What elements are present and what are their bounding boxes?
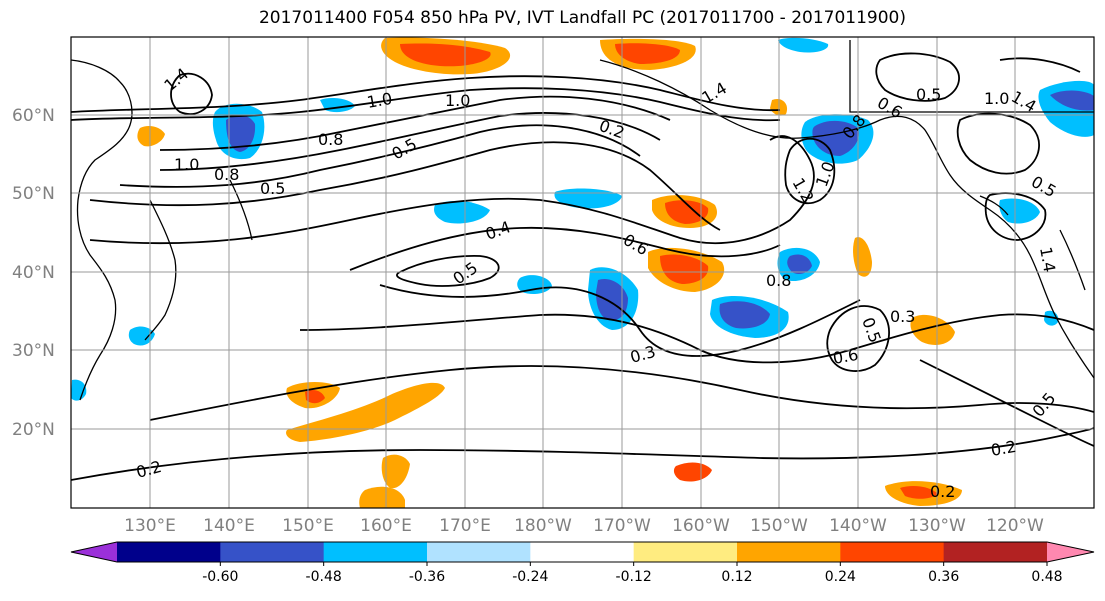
lon-label: 140°W: [829, 516, 887, 536]
colorbar-tick-label: -0.36: [409, 569, 445, 585]
lon-label: 170°E: [439, 516, 491, 536]
lon-label: 180°W: [514, 516, 572, 536]
colorbar-tick-label: 0.12: [721, 569, 752, 585]
lat-label: 50°N: [12, 184, 55, 204]
contour-label: 0.6: [831, 345, 859, 368]
contour-label: 0.5: [260, 179, 285, 198]
colorbar-tick-label: 0.36: [928, 569, 959, 585]
latitude-axis: 60°N 50°N 40°N 30°N 20°N: [12, 106, 55, 440]
lon-label: 150°E: [282, 516, 334, 536]
shaded-anomaly-regions: [71, 37, 1094, 508]
colorbar-segment: [840, 542, 945, 562]
lon-label: 170°W: [593, 516, 651, 536]
lon-label: 120°W: [986, 516, 1044, 536]
colorbar-extend-low: [71, 542, 117, 562]
coastlines: [71, 40, 1094, 401]
pv-contours: [71, 52, 1094, 481]
lat-label: 30°N: [12, 341, 55, 361]
figure-title: 2017011400 F054 850 hPa PV, IVT Landfall…: [258, 8, 906, 28]
lon-label: 150°W: [750, 516, 808, 536]
contour-label: 0.8: [214, 165, 239, 184]
colorbar-tick-label: -0.60: [202, 569, 238, 585]
colorbar: -0.60 -0.48 -0.36 -0.24 -0.12 0.12 0.24 0.36 0.4…: [70, 541, 1095, 585]
colorbar-outline: [70, 541, 1095, 563]
colorbar-tick-label: -0.12: [616, 569, 652, 585]
lat-label: 40°N: [12, 263, 55, 283]
lat-label: 20°N: [12, 420, 55, 440]
map-border: [70, 36, 1095, 509]
colorbar-tick-label: 0.24: [825, 569, 856, 585]
contour-label: 0.5: [916, 85, 941, 104]
colorbar-tick-label: -0.24: [512, 569, 548, 585]
longitude-axis: 130°E 140°E 150°E 160°E 170°E 180°W 170°…: [124, 516, 1044, 536]
contour-label: 0.3: [890, 307, 915, 326]
contour-label: 1.0: [984, 89, 1009, 108]
colorbar-segment: [220, 542, 325, 562]
colorbar-segment: [633, 542, 738, 562]
contour-label: 1.0: [365, 89, 393, 112]
colorbar-segment: [117, 542, 221, 562]
lon-label: 130°W: [908, 516, 966, 536]
contour-label: 0.8: [318, 130, 343, 149]
colorbar-tick-label: 0.48: [1031, 569, 1062, 585]
colorbar-segment: [530, 542, 635, 562]
lon-label: 160°E: [360, 516, 412, 536]
colorbar-extend-high: [1047, 542, 1094, 562]
lon-label: 140°E: [203, 516, 255, 536]
colorbar-segment: [943, 542, 1048, 562]
colorbar-segment: [323, 542, 428, 562]
contour-label: 0.2: [930, 482, 955, 501]
colorbar-segment: [427, 542, 531, 562]
contour-label: 1.0: [174, 155, 199, 174]
lat-label: 60°N: [12, 106, 55, 126]
lon-label: 160°W: [672, 516, 730, 536]
graticule: [71, 37, 1094, 508]
colorbar-segment: [737, 542, 841, 562]
contour-label: 1.0: [445, 91, 470, 110]
colorbar-tick-label: -0.48: [306, 569, 342, 585]
contour-label: 0.8: [766, 271, 791, 290]
lon-label: 130°E: [124, 516, 176, 536]
contour-label: 0.2: [989, 437, 1017, 460]
contour-label: 1.4: [1036, 245, 1059, 273]
